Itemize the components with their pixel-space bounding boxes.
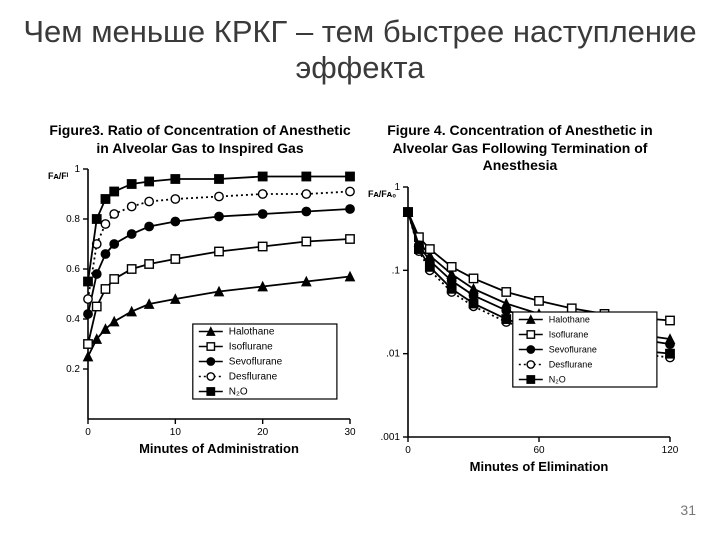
charts-row: Figure3. Ratio of Concentration of Anest…: [40, 122, 680, 502]
svg-text:0.2: 0.2: [66, 364, 80, 375]
svg-text:60: 60: [533, 445, 545, 456]
svg-text:Isoflurane: Isoflurane: [229, 342, 273, 353]
chart-right-title: Figure 4. Concentration of Anesthetic in…: [360, 122, 680, 179]
svg-text:Minutes of Administration: Minutes of Administration: [139, 441, 299, 456]
svg-text:N₂O: N₂O: [229, 387, 248, 398]
chart-left: Figure3. Ratio of Concentration of Anest…: [40, 122, 360, 482]
svg-text:Sevoflurane: Sevoflurane: [229, 357, 283, 368]
svg-text:30: 30: [344, 427, 356, 438]
chart-left-title: Figure3. Ratio of Concentration of Anest…: [40, 122, 360, 161]
svg-text:0: 0: [405, 445, 411, 456]
svg-text:Minutes of Elimination: Minutes of Elimination: [470, 459, 609, 474]
svg-text:N₂O: N₂O: [549, 374, 566, 384]
svg-text:.001: .001: [381, 432, 401, 443]
page-number: 31: [680, 502, 696, 518]
svg-text:0.4: 0.4: [66, 314, 80, 325]
svg-text:10: 10: [170, 427, 182, 438]
svg-text:1: 1: [74, 164, 80, 175]
svg-text:.01: .01: [386, 348, 400, 359]
svg-text:Sevoflurane: Sevoflurane: [549, 344, 597, 354]
svg-text:20: 20: [257, 427, 269, 438]
svg-text:Desflurane: Desflurane: [229, 372, 278, 383]
svg-text:120: 120: [662, 445, 679, 456]
svg-text:Isoflurane: Isoflurane: [549, 329, 589, 339]
svg-text:0.6: 0.6: [66, 264, 80, 275]
svg-text:Halothane: Halothane: [549, 314, 590, 324]
svg-text:Fᴀ/Fᴀ₀: Fᴀ/Fᴀ₀: [368, 189, 396, 199]
slide-title: Чем меньше КРКГ – тем быстрее наступлени…: [0, 14, 720, 85]
svg-text:.1: .1: [392, 265, 401, 276]
svg-text:0: 0: [85, 427, 91, 438]
svg-text:0.8: 0.8: [66, 214, 80, 225]
svg-text:Fᴀ/Fᴵ: Fᴀ/Fᴵ: [48, 171, 69, 181]
svg-text:Desflurane: Desflurane: [549, 359, 593, 369]
svg-text:Halothane: Halothane: [229, 327, 275, 338]
chart-right: Figure 4. Concentration of Anesthetic in…: [360, 122, 680, 482]
chart-left-plot: 0.20.40.60.810102030Fᴀ/FᴵMinutes of Admi…: [40, 161, 360, 461]
chart-right-plot: .001.01.11060120Fᴀ/Fᴀ₀Minutes of Elimina…: [360, 179, 680, 479]
